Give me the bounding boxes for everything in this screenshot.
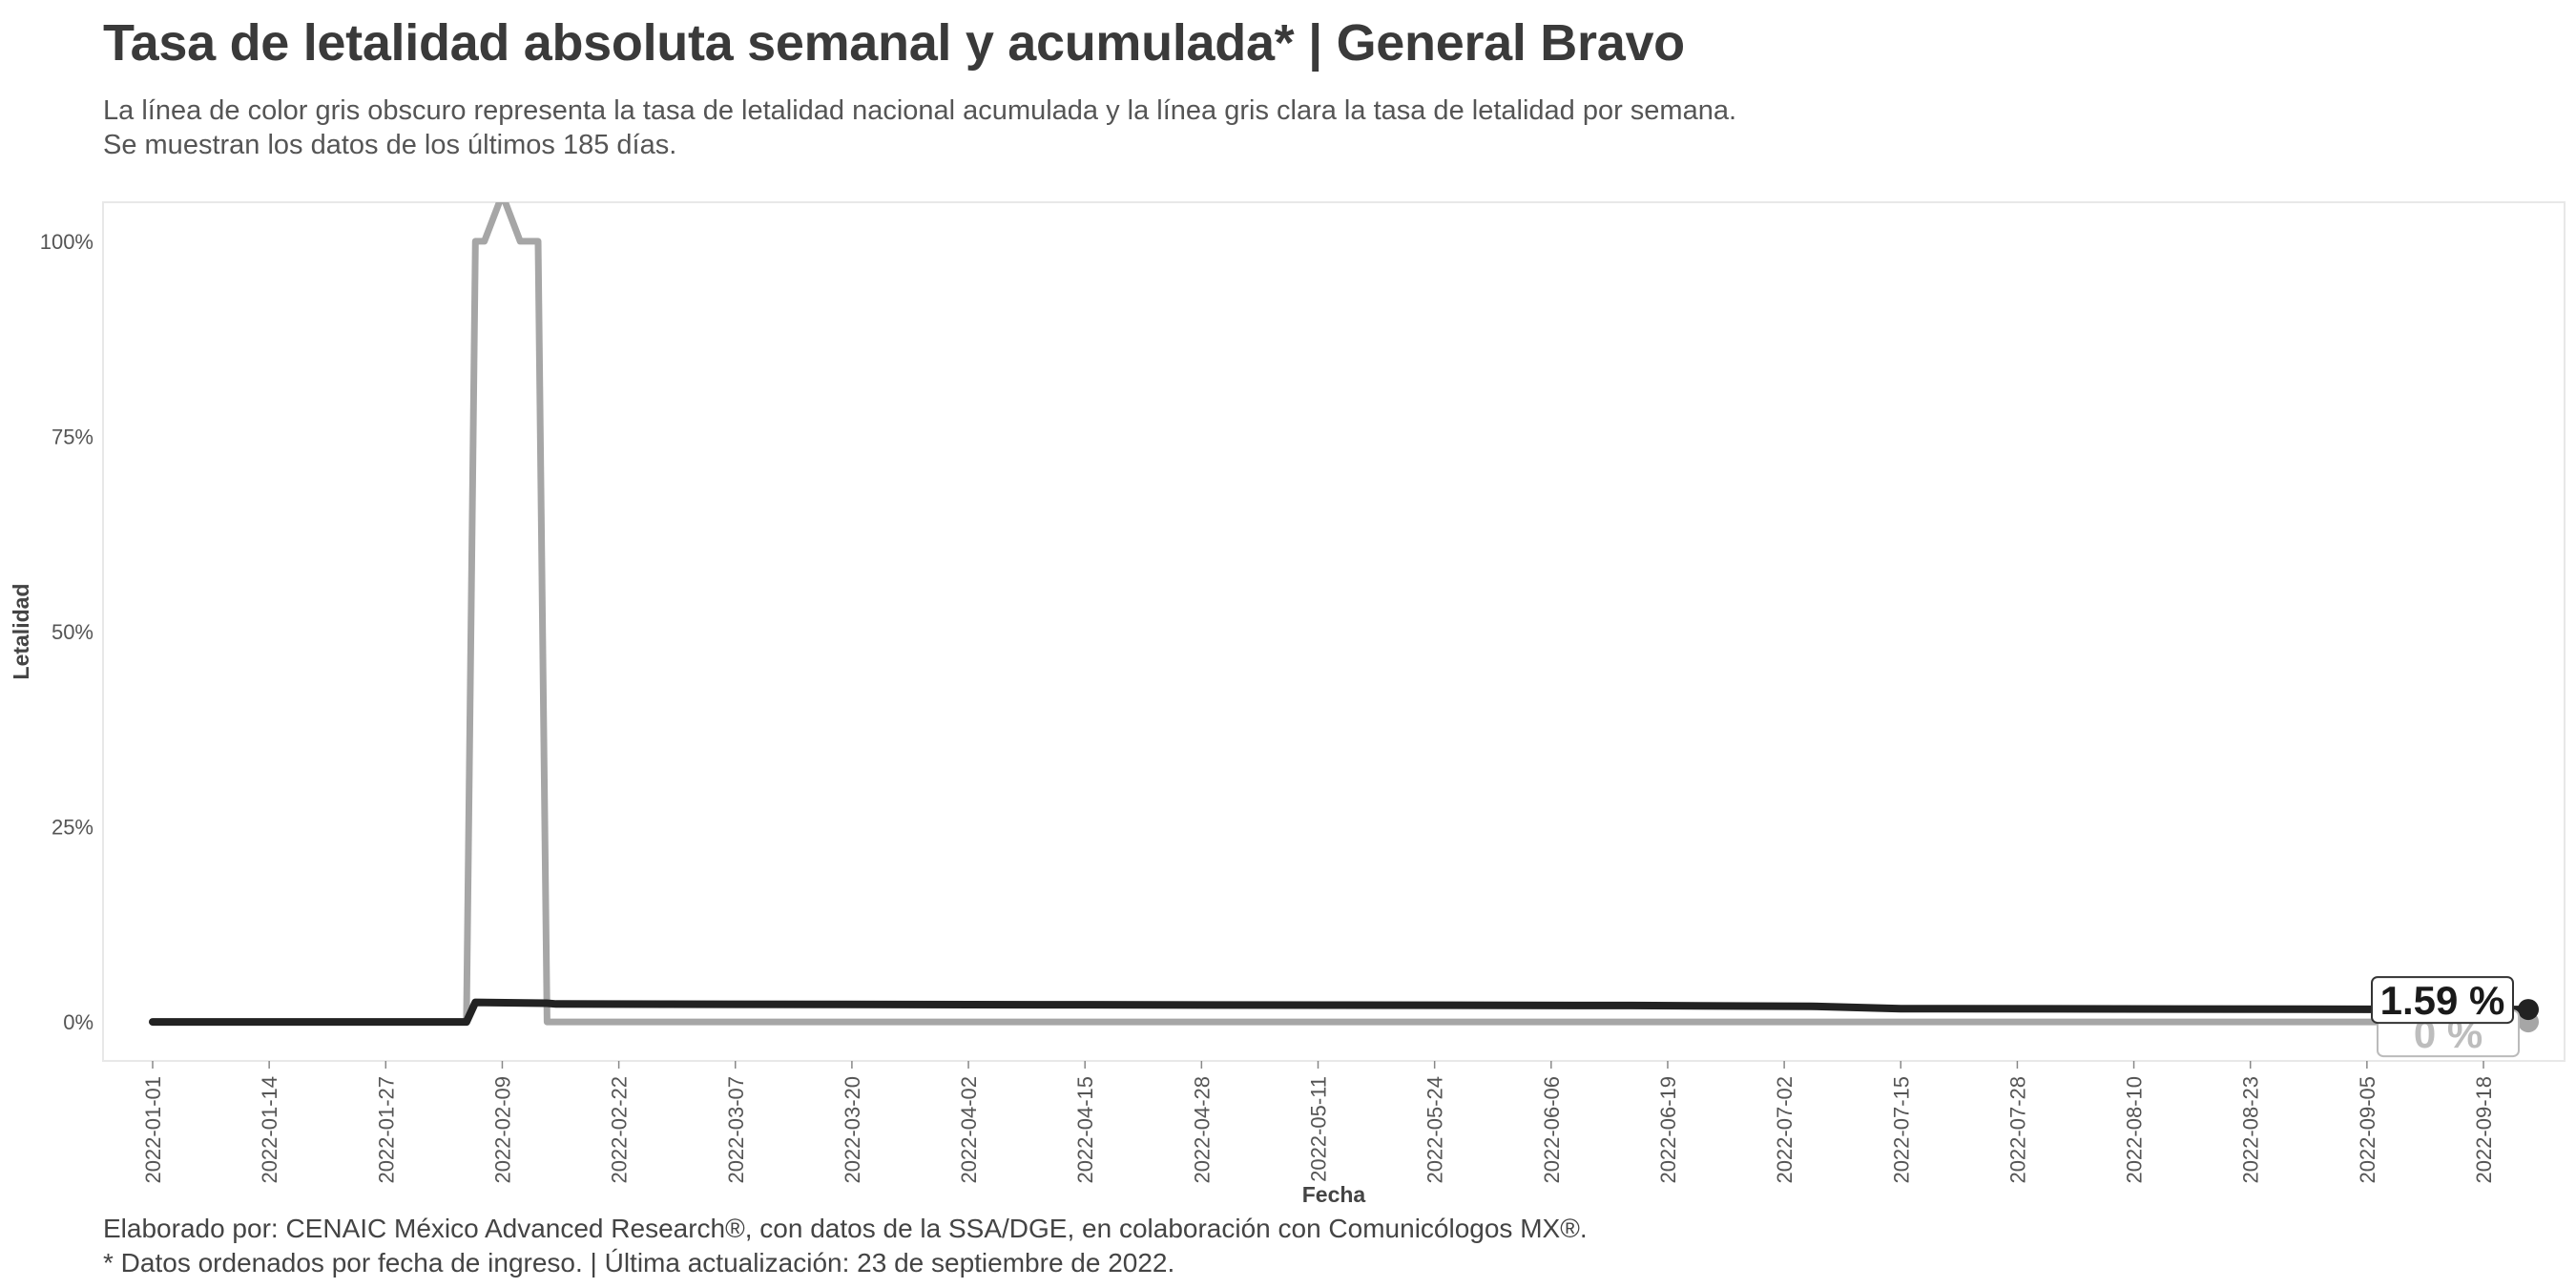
y-tick-label: 25%	[52, 816, 93, 840]
cumulative-end-label-text: 1.59 %	[2380, 978, 2505, 1023]
x-tick-label: 2022-04-02	[957, 1076, 981, 1184]
x-tick-label: 2022-08-10	[2123, 1076, 2147, 1184]
x-tick-label: 2022-09-18	[2472, 1076, 2496, 1184]
x-axis-title: Fecha	[1302, 1182, 1366, 1207]
x-tick-label: 2022-03-07	[724, 1076, 748, 1184]
x-tick-label: 2022-01-01	[141, 1076, 165, 1184]
x-tick-label: 2022-07-28	[2005, 1076, 2029, 1184]
y-axis-title: Letalidad	[9, 584, 33, 680]
x-axis: 2022-01-01 2022-01-14 2022-01-27 2022-02-09…	[141, 1061, 2496, 1184]
x-tick-label: 2022-02-22	[608, 1076, 632, 1184]
cumulative-end-label: 1.59 %	[2371, 976, 2514, 1025]
caption-line-1: Elaborado por: CENAIC México Advanced Re…	[103, 1214, 1588, 1243]
end-labels: 0 %1.59 %	[2371, 976, 2520, 1058]
y-axis: 0% 25% 50% 75% 100%	[40, 230, 93, 1034]
x-tick-label: 2022-08-23	[2239, 1076, 2263, 1184]
plot-panel	[102, 201, 2566, 1062]
y-tick-label: 100%	[40, 230, 93, 254]
x-tick-label: 2022-03-20	[841, 1076, 864, 1184]
x-tick-label: 2022-05-24	[1423, 1076, 1447, 1184]
x-tick-label: 2022-07-02	[1773, 1076, 1797, 1184]
x-tick-label: 2022-06-19	[1656, 1076, 1680, 1184]
x-tick-label: 2022-01-14	[258, 1076, 281, 1184]
chart-subtitle: La línea de color gris obscuro represent…	[103, 93, 1736, 162]
cumulative-series-line	[149, 998, 2532, 1027]
cumulative-end-point	[2518, 999, 2539, 1021]
x-tick-label: 2022-07-15	[1889, 1076, 1913, 1184]
x-tick-label: 2022-04-15	[1073, 1076, 1097, 1184]
cumulative-end-label-box	[2371, 976, 2514, 1025]
y-tick-label: 75%	[52, 425, 93, 448]
y-tick-label: 0%	[63, 1010, 93, 1034]
subtitle-line-2: Se muestran los datos de los últimos 185…	[103, 130, 677, 160]
x-tick-label: 2022-06-06	[1540, 1076, 1564, 1184]
x-tick-label: 2022-05-11	[1307, 1076, 1331, 1182]
x-tick-label: 2022-02-09	[490, 1076, 514, 1184]
series-lines	[149, 202, 2539, 1033]
x-tick-label: 2022-04-28	[1190, 1076, 1214, 1184]
x-tick-label: 2022-01-27	[374, 1076, 398, 1184]
x-tick-label: 2022-09-05	[2356, 1076, 2379, 1184]
caption-line-2: * Datos ordenados por fecha de ingreso. …	[103, 1248, 1175, 1278]
subtitle-line-1: La línea de color gris obscuro represent…	[103, 95, 1737, 126]
chart-title: Tasa de letalidad absoluta semanal y acu…	[103, 14, 1685, 72]
weekly-series-line	[149, 202, 2532, 1026]
y-tick-label: 50%	[52, 620, 93, 644]
chart-caption: Elaborado por: CENAIC México Advanced Re…	[103, 1212, 1588, 1280]
